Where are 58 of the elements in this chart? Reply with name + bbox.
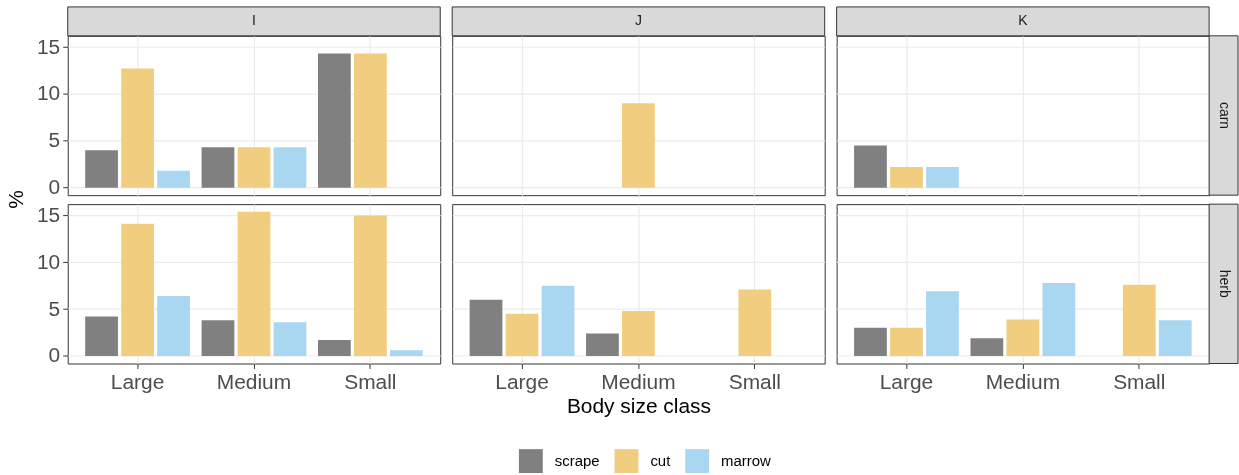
bar bbox=[85, 150, 118, 188]
x-tick-label: Small bbox=[344, 369, 397, 393]
bar bbox=[586, 333, 619, 356]
bar bbox=[622, 311, 655, 356]
bar bbox=[469, 299, 503, 356]
bar bbox=[926, 291, 959, 356]
bar bbox=[854, 327, 887, 356]
chart-title: I bbox=[252, 12, 256, 29]
bar bbox=[970, 338, 1004, 356]
y-axis-title: % bbox=[4, 190, 28, 209]
y-tick-label: 0 bbox=[48, 175, 61, 199]
bar bbox=[505, 313, 539, 356]
bar bbox=[121, 223, 154, 356]
bar bbox=[541, 285, 575, 356]
bar bbox=[318, 53, 351, 188]
x-tick-label: Large bbox=[495, 369, 549, 393]
bar bbox=[85, 316, 118, 356]
bar bbox=[354, 215, 387, 356]
bar bbox=[1122, 284, 1156, 356]
bar bbox=[738, 289, 772, 356]
bar bbox=[1006, 319, 1040, 356]
legend-label: scrape bbox=[554, 452, 600, 470]
bar bbox=[1158, 320, 1192, 356]
legend-label: marrow bbox=[721, 452, 772, 470]
chart-title: K bbox=[1018, 12, 1029, 29]
bar bbox=[273, 322, 307, 356]
y-tick-label: 15 bbox=[36, 34, 61, 58]
bar bbox=[273, 147, 307, 188]
chart-title: J bbox=[634, 12, 642, 29]
bar bbox=[157, 170, 190, 188]
bar bbox=[237, 211, 271, 356]
y-tick-label: 5 bbox=[48, 296, 61, 320]
x-axis-title: Body size class bbox=[566, 393, 711, 417]
legend-label: cut bbox=[650, 452, 672, 470]
y-tick-label: 0 bbox=[48, 343, 61, 367]
x-tick-label: Medium bbox=[601, 369, 676, 393]
x-tick-label: Small bbox=[728, 369, 781, 393]
bar bbox=[318, 340, 351, 356]
bar bbox=[890, 327, 923, 356]
bar bbox=[201, 147, 235, 188]
y-tick-label: 10 bbox=[36, 81, 61, 105]
x-tick-label: Large bbox=[110, 369, 165, 393]
bar bbox=[201, 320, 235, 356]
bar bbox=[1042, 282, 1076, 356]
bar bbox=[390, 350, 423, 356]
y-tick-label: 5 bbox=[48, 128, 61, 152]
x-tick-label: Medium bbox=[985, 369, 1061, 393]
x-tick-label: Small bbox=[1113, 369, 1166, 393]
x-tick-label: Medium bbox=[216, 369, 292, 393]
y-tick-label: 10 bbox=[36, 249, 61, 273]
bar bbox=[121, 68, 154, 188]
bar bbox=[354, 53, 387, 188]
text: carn bbox=[1216, 101, 1233, 130]
y-tick-label: 15 bbox=[36, 202, 61, 226]
bar bbox=[157, 296, 190, 356]
bar bbox=[237, 147, 271, 188]
x-tick-label: Large bbox=[879, 369, 934, 393]
text: herb bbox=[1216, 269, 1233, 298]
